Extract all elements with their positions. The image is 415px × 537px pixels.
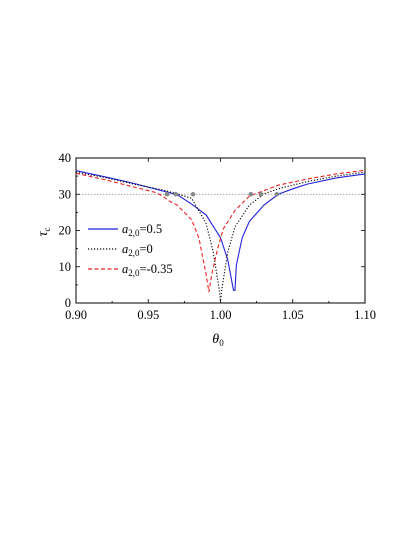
y-tick-label-1: 10 [59, 260, 72, 274]
x-tick-label-3: 1.05 [282, 308, 304, 322]
legend-item-1: a2,0=0 [88, 242, 153, 258]
series-line-0 [75, 170, 366, 291]
x-tick-label-0: 0.90 [65, 308, 87, 322]
legend-item-2: a2,0=-0.35 [88, 262, 173, 278]
x-tick-label-2: 1.00 [210, 308, 232, 322]
marker-point-4 [258, 191, 264, 197]
legend-label-2: a2,0=-0.35 [122, 262, 173, 278]
x-tick-label-1: 0.95 [137, 308, 159, 322]
marker-point-1 [173, 191, 179, 197]
x-axis-title-sub: 0 [219, 338, 224, 348]
series-line-2 [75, 169, 366, 293]
legend-item-0: a2,0=0.5 [88, 222, 162, 238]
legend-label-0: a2,0=0.5 [122, 222, 162, 238]
y-axis-title: τc [36, 227, 52, 236]
y-axis-title-main: τ [36, 231, 51, 237]
y-tick-label-2: 20 [59, 224, 72, 238]
series-layer [75, 169, 366, 302]
y-tick-label-3: 30 [59, 187, 72, 201]
legend-label-1: a2,0=0 [122, 242, 153, 258]
marker-point-2 [190, 191, 196, 197]
series-line-1 [75, 171, 366, 302]
y-axis-title-sub: c [42, 227, 52, 231]
marker-point-5 [274, 191, 280, 197]
x-axis-title-main: θ [212, 332, 219, 347]
x-axis-title: θ0 [212, 332, 224, 348]
marker-point-0 [164, 191, 170, 197]
legend: a2,0=0.5 a2,0=0 a2,0=-0.35 [88, 222, 173, 278]
marker-point-3 [248, 191, 254, 197]
y-tick-label-0: 0 [65, 296, 71, 310]
y-tick-label-4: 40 [59, 151, 72, 165]
tick-layer: 0.90 0.95 1.00 1.05 1.10 0 10 20 30 40 [59, 151, 376, 322]
marker-layer [164, 191, 280, 197]
x-tick-label-4: 1.10 [354, 308, 376, 322]
